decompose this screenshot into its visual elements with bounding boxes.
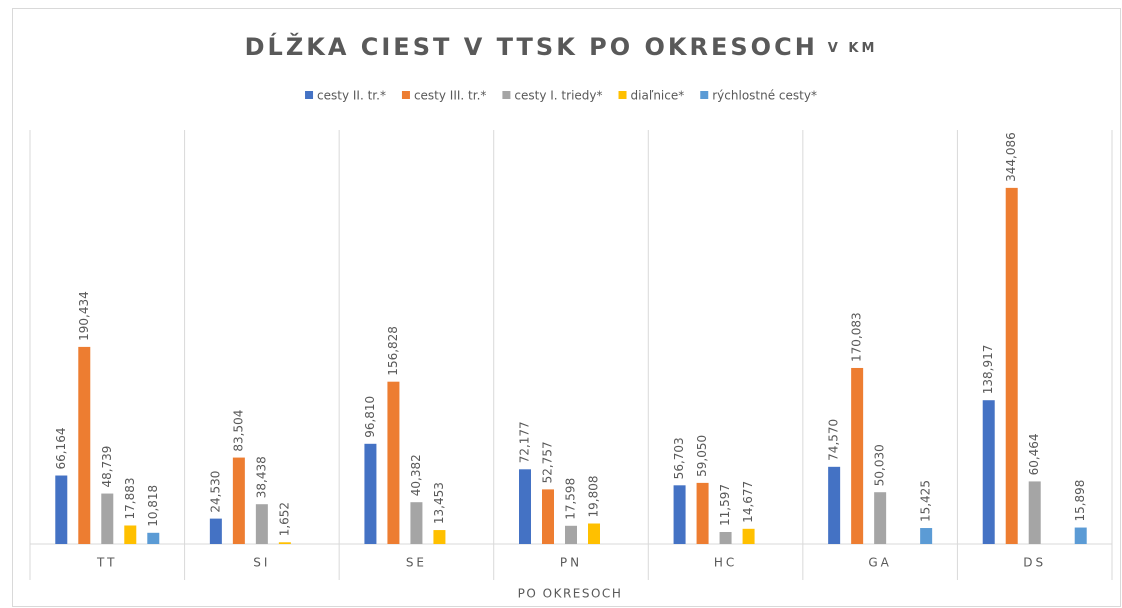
legend-item: cesty III. tr.* bbox=[401, 89, 486, 103]
bar bbox=[1028, 481, 1041, 544]
bar bbox=[209, 518, 222, 544]
data-label: 14,677 bbox=[741, 481, 755, 523]
data-label: 60,464 bbox=[1027, 433, 1041, 475]
data-label: 56,703 bbox=[672, 437, 686, 479]
data-label: 138,917 bbox=[981, 345, 995, 395]
data-label: 52,757 bbox=[541, 441, 555, 483]
legend-swatch bbox=[700, 91, 709, 99]
chart-border bbox=[12, 8, 1121, 607]
data-label: 10,818 bbox=[146, 485, 160, 527]
bar bbox=[255, 504, 268, 544]
bar bbox=[851, 367, 864, 544]
legend-item: cesty I. triedy* bbox=[502, 89, 603, 103]
data-label: 66,164 bbox=[54, 428, 68, 470]
data-label: 19,808 bbox=[587, 475, 601, 517]
bar bbox=[696, 482, 709, 544]
bar bbox=[565, 525, 577, 544]
bar bbox=[1005, 187, 1018, 545]
data-label: 24,530 bbox=[208, 471, 222, 513]
bar bbox=[232, 457, 245, 544]
x-tick-label: TT bbox=[96, 556, 117, 570]
bar bbox=[719, 531, 732, 544]
legend-label: cesty III. tr.* bbox=[414, 89, 486, 103]
x-tick-label: SI bbox=[253, 556, 270, 570]
bar bbox=[542, 489, 554, 544]
data-label: 11,597 bbox=[718, 484, 732, 526]
legend-label: cesty II. tr.* bbox=[317, 89, 386, 103]
bar bbox=[1074, 527, 1087, 544]
legend-swatch bbox=[401, 91, 410, 99]
data-label: 156,828 bbox=[386, 326, 400, 376]
bar bbox=[920, 528, 933, 544]
legend-label: diaľnice* bbox=[631, 89, 685, 103]
data-label: 96,810 bbox=[363, 396, 377, 438]
data-label: 48,739 bbox=[100, 446, 114, 488]
bar bbox=[433, 530, 446, 544]
legend-swatch bbox=[305, 91, 314, 99]
data-label: 59,050 bbox=[695, 435, 709, 477]
legend-swatch bbox=[502, 91, 511, 99]
data-label: 50,030 bbox=[873, 444, 887, 486]
legend-swatch bbox=[618, 91, 627, 99]
bar bbox=[673, 485, 686, 544]
legend-item: rýchlostné cesty* bbox=[700, 89, 817, 103]
subtitle-text: V KM bbox=[828, 41, 878, 56]
bar bbox=[387, 381, 400, 544]
data-label: 72,177 bbox=[518, 421, 532, 463]
bar bbox=[55, 475, 68, 544]
x-tick-label: PN bbox=[560, 556, 582, 570]
chart-title: DĹŽKA CIEST V TTSK PO OKRESOCH V KM bbox=[245, 32, 878, 61]
legend-item: diaľnice* bbox=[618, 89, 685, 103]
x-tick-label: HC bbox=[714, 556, 737, 570]
bar bbox=[147, 532, 160, 544]
x-tick-label: SE bbox=[406, 556, 427, 570]
data-label: 83,504 bbox=[231, 410, 245, 452]
legend: cesty II. tr.* cesty III. tr.* cesty I. tr… bbox=[305, 89, 817, 103]
x-tick-label: DS bbox=[1023, 556, 1046, 570]
data-label: 15,425 bbox=[919, 480, 933, 522]
data-label: 170,083 bbox=[850, 312, 864, 362]
x-tick-label: GA bbox=[868, 556, 892, 570]
data-label: 74,570 bbox=[827, 419, 841, 461]
bar bbox=[828, 466, 841, 544]
data-label: 17,598 bbox=[564, 478, 578, 520]
title-text: DĹŽKA CIEST V TTSK PO OKRESOCH bbox=[245, 32, 818, 61]
bar bbox=[78, 346, 91, 544]
bar bbox=[364, 443, 377, 544]
bar bbox=[588, 523, 600, 544]
x-axis-label: PO OKRESOCH bbox=[518, 587, 623, 601]
bar bbox=[410, 502, 423, 544]
legend-label: cesty I. triedy* bbox=[514, 89, 602, 103]
bar bbox=[982, 400, 995, 544]
data-label: 13,453 bbox=[432, 482, 446, 524]
data-label: 40,382 bbox=[409, 454, 423, 496]
bar bbox=[101, 493, 114, 544]
data-label: 38,438 bbox=[254, 456, 268, 498]
bar bbox=[519, 469, 531, 544]
data-label: 15,898 bbox=[1073, 480, 1087, 522]
data-label: 1,652 bbox=[277, 502, 291, 536]
legend-label: rýchlostné cesty* bbox=[712, 89, 817, 103]
data-label: 190,434 bbox=[77, 291, 91, 341]
bar bbox=[278, 542, 291, 544]
legend-item: cesty II. tr.* bbox=[305, 89, 386, 103]
data-label: 17,883 bbox=[123, 477, 137, 519]
bar bbox=[742, 528, 755, 544]
bar bbox=[874, 492, 887, 544]
data-label: 344,086 bbox=[1004, 132, 1018, 182]
bar bbox=[124, 525, 137, 544]
